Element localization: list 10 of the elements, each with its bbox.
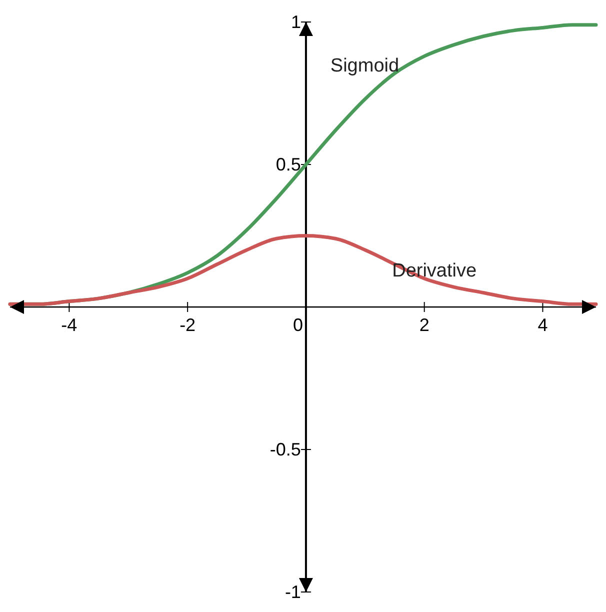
y-tick-label: -1: [284, 582, 301, 602]
x-tick-label: 2: [419, 315, 430, 335]
x-tick-label: -4: [61, 315, 78, 335]
y-tick-label: 0.5: [276, 154, 301, 174]
x-tick-label: 4: [538, 315, 548, 335]
y-tick-label: 1: [290, 12, 301, 32]
y-tick-label: -0.5: [270, 440, 301, 460]
series-label: Sigmoid: [330, 55, 400, 76]
x-tick-label: 0: [292, 315, 303, 335]
x-tick-label: -2: [180, 315, 196, 335]
